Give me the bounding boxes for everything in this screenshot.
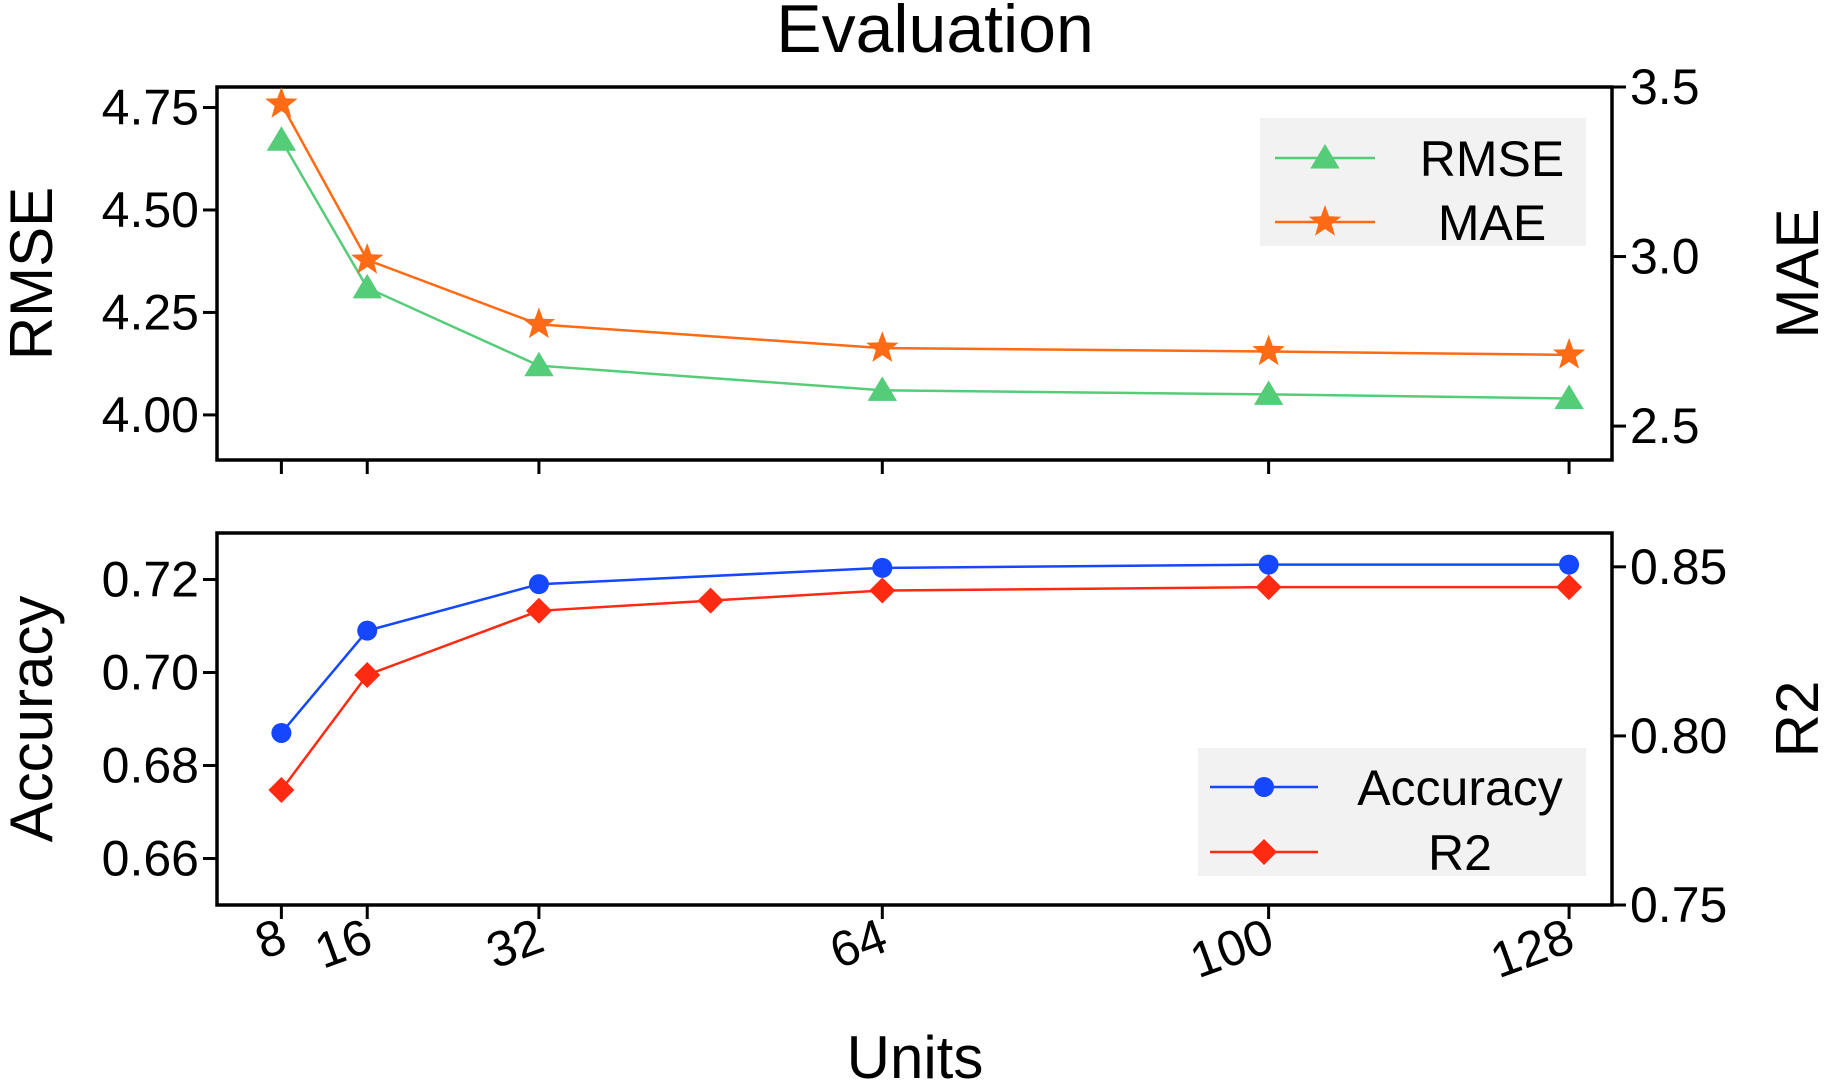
- data-point-r2: [268, 777, 295, 804]
- left-y-tick-label: 0.68: [102, 738, 199, 794]
- right-y-tick-label: 3.0: [1630, 229, 1700, 285]
- x-tick-label: 8: [248, 908, 293, 970]
- right-y-tick-label: 0.75: [1630, 877, 1727, 933]
- legend-label-rmse: RMSE: [1420, 131, 1564, 187]
- left-y-tick-label: 4.00: [102, 387, 199, 443]
- data-point-rmse: [266, 126, 297, 151]
- left-axis-title-rmse: RMSE: [0, 187, 65, 360]
- left-y-tick-label: 0.70: [102, 645, 199, 701]
- left-axis-title-accuracy: Accuracy: [0, 596, 65, 843]
- panel-bottom: 0.66 0.68 0.70 0.72 0.75 0.80 0.85 Accuracy R2 Ac…: [0, 531, 1830, 933]
- legend-top: [1260, 118, 1586, 246]
- x-axis-title: Units: [847, 1024, 984, 1083]
- legend-marker-accuracy: [1254, 777, 1274, 797]
- right-y-tick-label: 0.85: [1630, 539, 1727, 595]
- x-axis: 8 16 32 64 100 128: [248, 908, 1581, 989]
- x-tick-label: 100: [1183, 908, 1281, 989]
- right-y-tick-label: 0.80: [1630, 708, 1727, 764]
- left-y-tick-label: 0.72: [102, 552, 199, 608]
- legend-label-accuracy: Accuracy: [1357, 760, 1563, 816]
- data-point-accuracy: [1559, 554, 1580, 575]
- right-axis-title-mae: MAE: [1764, 208, 1830, 338]
- panel-top: 4.00 4.25 4.50 4.75 2.5 3.0 3.5 RMSE MAE RMSE MAE: [0, 59, 1830, 474]
- legend-marker-r2: [1251, 839, 1277, 865]
- data-point-rmse: [867, 376, 898, 401]
- data-point-mae: [1252, 334, 1285, 366]
- right-y-tick-label: 2.5: [1630, 398, 1700, 454]
- left-y-tick-label: 4.75: [102, 79, 199, 135]
- right-axis-title-r2: R2: [1764, 681, 1830, 758]
- data-point-rmse: [524, 351, 554, 377]
- plot-frame-bottom: [215, 531, 1614, 907]
- data-point-accuracy: [872, 557, 893, 578]
- data-point-r2: [525, 597, 552, 624]
- data-point-accuracy: [271, 722, 292, 743]
- data-point-r2: [869, 577, 896, 604]
- right-y-tick-label: 3.5: [1630, 59, 1700, 115]
- legend-label-mae: MAE: [1438, 195, 1546, 251]
- data-point-mae: [351, 242, 384, 274]
- plot-frame-top: [215, 85, 1614, 462]
- legend-label-r2: R2: [1428, 825, 1492, 881]
- data-point-accuracy: [528, 574, 549, 595]
- legend-marker-mae: [1308, 205, 1342, 236]
- data-point-mae: [1552, 337, 1586, 369]
- data-point-accuracy: [1258, 554, 1279, 575]
- data-point-r2: [1556, 574, 1583, 601]
- data-point-r2: [1255, 574, 1282, 601]
- data-point-mae: [522, 307, 556, 339]
- data-point-mae: [265, 87, 298, 118]
- series-line-accuracy: [280, 563, 1570, 734]
- series-line-mae: [280, 103, 1570, 357]
- left-y-tick-label: 0.66: [102, 831, 199, 887]
- data-point-r2: [697, 587, 724, 614]
- data-point-rmse: [1253, 380, 1284, 405]
- data-point-accuracy: [357, 620, 378, 641]
- data-point-mae: [866, 331, 899, 362]
- chart-title: Evaluation: [776, 0, 1094, 67]
- legend-marker-rmse: [1310, 144, 1340, 169]
- left-y-tick-label: 4.25: [102, 284, 199, 340]
- x-tick-label: 128: [1483, 908, 1581, 989]
- series-line-rmse: [280, 139, 1570, 400]
- data-point-r2: [354, 662, 381, 689]
- data-point-rmse: [1554, 384, 1584, 410]
- data-point-rmse: [352, 273, 382, 299]
- left-y-tick-label: 4.50: [102, 182, 199, 238]
